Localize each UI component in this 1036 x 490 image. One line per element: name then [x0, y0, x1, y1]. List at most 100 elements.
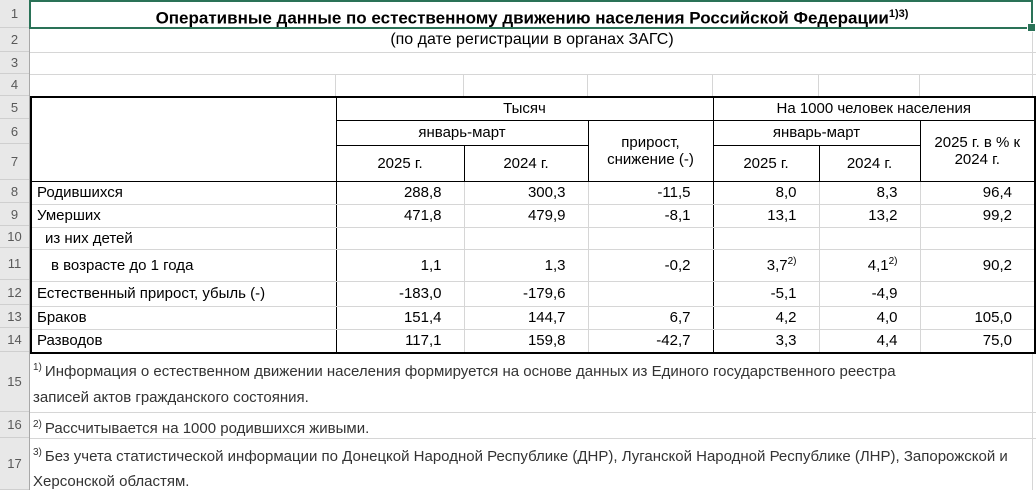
table-cell[interactable]: -8,1 — [588, 204, 714, 228]
table-cell[interactable]: 4,0 — [819, 306, 921, 330]
year-header-thousands-2024[interactable]: 2024 г. — [463, 144, 589, 182]
footnote-3-line2: Херсонской областям. — [33, 473, 190, 490]
row-label[interactable]: Разводов — [31, 329, 337, 354]
table-cell[interactable]: 3,72) — [713, 249, 820, 282]
table-cell[interactable]: 8,3 — [819, 181, 921, 205]
row-number[interactable]: 5 — [0, 96, 29, 119]
footnote-3-line1: Без учета статистической информации по Д… — [44, 448, 1008, 465]
table-cell[interactable]: 288,8 — [336, 181, 465, 205]
year-header-per1000-2025[interactable]: 2025 г. — [712, 144, 820, 182]
table-cell[interactable]: 1,3 — [464, 249, 589, 282]
table-cell[interactable]: 151,4 — [336, 306, 465, 330]
table-cell[interactable] — [713, 227, 820, 250]
row-number[interactable]: 17 — [0, 438, 29, 490]
footnote-1[interactable]: 1) Информация о естественном движении нас… — [33, 355, 1033, 411]
table-cell[interactable] — [588, 227, 714, 250]
subheader-jan-mar-thousands[interactable]: январь-март — [335, 119, 589, 146]
row-number[interactable]: 14 — [0, 328, 29, 352]
table-cell[interactable]: -179,6 — [464, 281, 589, 307]
gridline — [587, 74, 588, 96]
table-cell[interactable] — [464, 227, 589, 250]
table-row: Разводов 117,1 159,8 -42,7 3,3 4,4 75,0 — [31, 329, 1036, 354]
subheader-pct-2025-to-2024[interactable]: 2025 г. в % к 2024 г. — [919, 119, 1036, 182]
row-number[interactable]: 6 — [0, 119, 29, 144]
gridline — [30, 74, 1036, 75]
table-cell[interactable]: 144,7 — [464, 306, 589, 330]
row-number[interactable]: 10 — [0, 226, 29, 248]
gridline — [712, 74, 713, 96]
footnote-3-marker: 3) — [33, 447, 42, 458]
table-cell[interactable]: 117,1 — [336, 329, 465, 354]
title-cell[interactable]: Оперативные данные по естественному движ… — [30, 0, 1034, 28]
table-cell[interactable]: 300,3 — [464, 181, 589, 205]
table-cell[interactable]: 90,2 — [920, 249, 1036, 282]
row-number[interactable]: 7 — [0, 144, 29, 180]
row-label[interactable]: из них детей — [31, 227, 337, 250]
year-header-thousands-2025[interactable]: 2025 г. — [335, 144, 465, 182]
gridline — [30, 438, 1036, 439]
table-cell[interactable]: 4,2 — [713, 306, 820, 330]
footnote-1-line1: Информация о естественном движении насел… — [44, 363, 896, 380]
group-header-per1000[interactable]: На 1000 человек населения — [712, 96, 1036, 121]
table-cell[interactable]: -0,2 — [588, 249, 714, 282]
data-table: Тысяч На 1000 человек населения январь-м… — [30, 96, 1036, 354]
table-cell[interactable]: 159,8 — [464, 329, 589, 354]
footnote-2[interactable]: 2) Рассчитывается на 1000 родившихся живы… — [33, 412, 1033, 442]
row-number[interactable]: 4 — [0, 74, 29, 96]
table-cell[interactable]: 4,12) — [819, 249, 921, 282]
row-number[interactable]: 12 — [0, 280, 29, 305]
table-cell[interactable] — [588, 281, 714, 307]
table-cell[interactable]: -5,1 — [713, 281, 820, 307]
row-number[interactable]: 3 — [0, 52, 29, 74]
gridline — [919, 74, 920, 96]
row-number[interactable]: 15 — [0, 352, 29, 412]
table-cell[interactable]: 13,2 — [819, 204, 921, 228]
table-cell[interactable] — [819, 227, 921, 250]
table-cell[interactable]: 99,2 — [920, 204, 1036, 228]
table-cell[interactable]: 75,0 — [920, 329, 1036, 354]
table-cell[interactable]: -183,0 — [336, 281, 465, 307]
table-cell[interactable] — [920, 227, 1036, 250]
table-cell[interactable]: 6,7 — [588, 306, 714, 330]
row-label[interactable]: Браков — [31, 306, 337, 330]
table-cell[interactable]: 13,1 — [713, 204, 820, 228]
subheader-jan-mar-per1000[interactable]: январь-март — [712, 119, 921, 146]
row-number[interactable]: 1 — [0, 0, 29, 28]
row-number[interactable]: 8 — [0, 180, 29, 203]
table-row: Родившихся 288,8 300,3 -11,5 8,0 8,3 96,4 — [31, 181, 1036, 205]
table-cell[interactable]: -42,7 — [588, 329, 714, 354]
subheader-growth-decline[interactable]: прирост, снижение (-) — [587, 119, 714, 182]
row-label[interactable]: Родившихся — [31, 181, 337, 205]
row-label[interactable]: Естественный прирост, убыль (-) — [31, 281, 337, 307]
table-cell[interactable]: 3,3 — [713, 329, 820, 354]
group-header-thousands[interactable]: Тысяч — [335, 96, 714, 121]
table-cell[interactable]: 1,1 — [336, 249, 465, 282]
corner-header-cell[interactable] — [30, 96, 337, 182]
table-cell[interactable]: -11,5 — [588, 181, 714, 205]
table-cell[interactable]: -4,9 — [819, 281, 921, 307]
pct-line1: 2025 г. в % к — [934, 133, 1021, 151]
gridline — [30, 52, 1036, 53]
row-number[interactable]: 13 — [0, 305, 29, 328]
subtitle-cell[interactable]: (по дате регистрации в органах ЗАГС) — [390, 31, 674, 48]
row-number[interactable]: 9 — [0, 203, 29, 226]
row-number[interactable]: 2 — [0, 28, 29, 52]
table-cell[interactable] — [920, 281, 1036, 307]
table-cell[interactable]: 471,8 — [336, 204, 465, 228]
table-cell[interactable] — [336, 227, 465, 250]
row-number[interactable]: 16 — [0, 412, 29, 438]
table-cell[interactable]: 105,0 — [920, 306, 1036, 330]
table-cell[interactable]: 479,9 — [464, 204, 589, 228]
gridline — [30, 412, 1036, 413]
row-number[interactable]: 11 — [0, 248, 29, 280]
table-cell[interactable]: 96,4 — [920, 181, 1036, 205]
footnote-3[interactable]: 3) Без учета статистической информации по… — [33, 440, 1033, 490]
table-cell[interactable]: 4,4 — [819, 329, 921, 354]
table-row: Браков 151,4 144,7 6,7 4,2 4,0 105,0 — [31, 306, 1036, 330]
table-cell[interactable]: 8,0 — [713, 181, 820, 205]
row-label[interactable]: в возрасте до 1 года — [31, 249, 337, 282]
row-label[interactable]: Умерших — [31, 204, 337, 228]
year-header-per1000-2024[interactable]: 2024 г. — [818, 144, 921, 182]
cell-value: 4,1 — [867, 257, 889, 274]
